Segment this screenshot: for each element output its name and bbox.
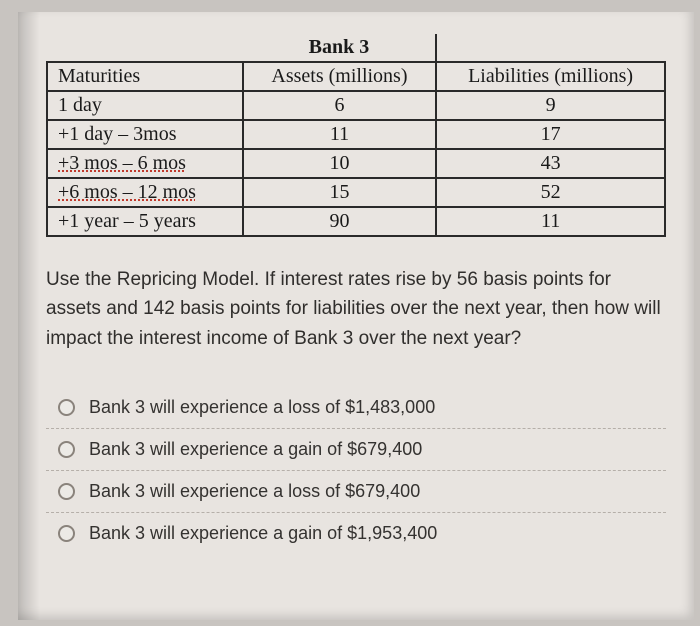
radio-icon[interactable] (58, 483, 75, 500)
cell-liability: 52 (436, 178, 665, 207)
cell-maturity: +1 year – 5 years (47, 207, 243, 236)
cell-maturity: 1 day (47, 91, 243, 120)
table-row: +3 mos – 6 mos 10 43 (47, 149, 665, 178)
header-liabilities: Liabilities (millions) (436, 62, 665, 91)
cell-maturity: +1 day – 3mos (47, 120, 243, 149)
cell-liability: 11 (436, 207, 665, 236)
table-title-row: Bank 3 (47, 34, 665, 62)
data-table: Bank 3 Maturities Assets (millions) Liab… (46, 34, 666, 237)
option-row[interactable]: Bank 3 will experience a loss of $1,483,… (46, 387, 666, 429)
cell-asset: 11 (243, 120, 436, 149)
table-row: +1 day – 3mos 11 17 (47, 120, 665, 149)
radio-icon[interactable] (58, 399, 75, 416)
blank-cell (47, 34, 243, 62)
table-header-row: Maturities Assets (millions) Liabilities… (47, 62, 665, 91)
cell-asset: 15 (243, 178, 436, 207)
dotted-text: +6 mos – 12 mos (58, 181, 196, 203)
table-row: +1 year – 5 years 90 11 (47, 207, 665, 236)
option-label: Bank 3 will experience a loss of $679,40… (89, 481, 420, 502)
option-row[interactable]: Bank 3 will experience a gain of $1,953,… (46, 513, 666, 554)
dotted-text: +3 mos – 6 mos (58, 152, 186, 174)
blank-cell (436, 34, 665, 62)
radio-icon[interactable] (58, 525, 75, 542)
cell-liability: 17 (436, 120, 665, 149)
option-label: Bank 3 will experience a loss of $1,483,… (89, 397, 435, 418)
header-assets: Assets (millions) (243, 62, 436, 91)
cell-maturity: +6 mos – 12 mos (47, 178, 243, 207)
bank-title: Bank 3 (243, 34, 436, 62)
cell-asset: 90 (243, 207, 436, 236)
table-row: +6 mos – 12 mos 15 52 (47, 178, 665, 207)
cell-liability: 9 (436, 91, 665, 120)
cell-maturity: +3 mos – 6 mos (47, 149, 243, 178)
option-row[interactable]: Bank 3 will experience a loss of $679,40… (46, 471, 666, 513)
option-label: Bank 3 will experience a gain of $1,953,… (89, 523, 437, 544)
option-label: Bank 3 will experience a gain of $679,40… (89, 439, 422, 460)
cell-asset: 6 (243, 91, 436, 120)
radio-icon[interactable] (58, 441, 75, 458)
cell-asset: 10 (243, 149, 436, 178)
page: Bank 3 Maturities Assets (millions) Liab… (18, 12, 694, 620)
page-shadow (18, 12, 40, 620)
option-row[interactable]: Bank 3 will experience a gain of $679,40… (46, 429, 666, 471)
options-list: Bank 3 will experience a loss of $1,483,… (46, 387, 666, 554)
table-row: 1 day 6 9 (47, 91, 665, 120)
header-maturities: Maturities (47, 62, 243, 91)
question-text: Use the Repricing Model. If interest rat… (46, 265, 666, 353)
cell-liability: 43 (436, 149, 665, 178)
